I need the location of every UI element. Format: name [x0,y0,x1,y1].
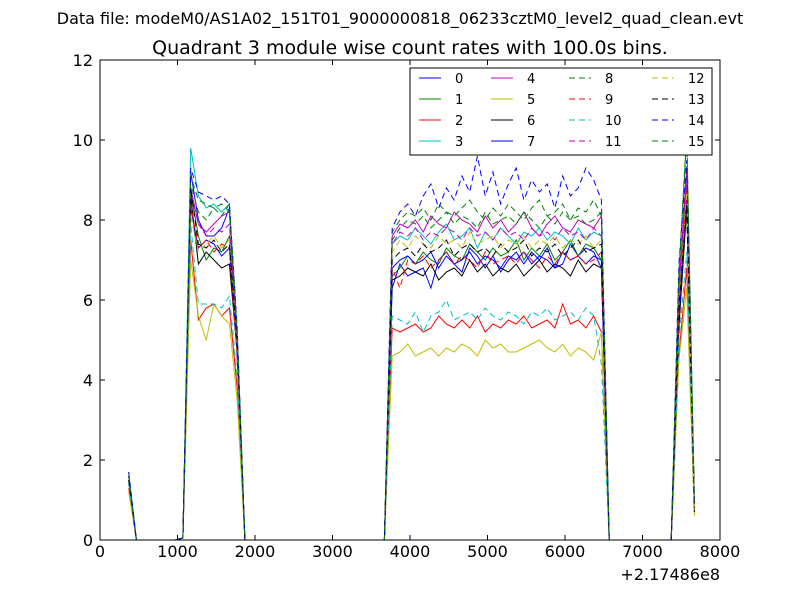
series-layer [128,131,695,540]
series-line-6 [128,195,695,540]
x-tick-label: 8000 [700,542,741,561]
legend-label-1: 1 [455,93,463,108]
chart-suptitle: Data file: modeM0/AS1A02_151T01_90000008… [57,9,743,29]
series-line-13 [128,187,695,540]
legend-label-3: 3 [455,135,463,150]
series-line-11 [128,175,695,540]
legend-label-7: 7 [527,135,535,150]
x-tick-label: 3000 [312,542,353,561]
legend-label-2: 2 [455,114,463,129]
legend-label-11: 11 [605,135,622,150]
legend-label-6: 6 [527,114,535,129]
legend-label-0: 0 [455,72,463,87]
series-line-5 [128,259,695,540]
legend-label-14: 14 [688,114,705,129]
y-tick-label: 8 [83,211,93,230]
x-tick-label: 7000 [622,542,663,561]
y-tick-label: 12 [73,51,93,70]
legend-label-12: 12 [688,72,705,87]
chart-title: Quadrant 3 module wise count rates with … [152,37,668,59]
y-tick-label: 10 [73,131,93,150]
series-line-10 [128,223,695,540]
x-tick-label: 1000 [157,542,198,561]
series-line-9 [128,187,695,540]
x-tick-label: 0 [95,542,105,561]
legend-label-9: 9 [605,93,613,108]
series-line-14 [128,155,695,540]
x-offset-label: +2.17486e8 [620,565,720,584]
x-tick-label: 6000 [545,542,586,561]
legend-label-15: 15 [688,135,705,150]
legend-label-10: 10 [605,114,622,129]
y-tick-label: 4 [83,371,93,390]
y-tick-label: 6 [83,291,93,310]
y-tick-label: 2 [83,451,93,470]
x-tick-label: 2000 [235,542,276,561]
legend-label-5: 5 [527,93,535,108]
legend-label-4: 4 [527,72,535,87]
axis-ticks: 0 1000 2000 3000 4000 5000 6000 7000 80000246810… [73,51,741,561]
legend-label-13: 13 [688,93,705,108]
series-line-0 [128,171,695,540]
legend-box [409,67,713,156]
series-line-2 [128,239,695,540]
series-line-7 [128,195,695,540]
series-line-4 [128,167,695,540]
x-tick-label: 4000 [390,542,431,561]
series-line-12 [128,191,695,540]
x-tick-label: 5000 [467,542,508,561]
y-tick-label: 0 [83,531,93,550]
series-line-15 [128,131,695,540]
legend-label-8: 8 [605,72,613,87]
